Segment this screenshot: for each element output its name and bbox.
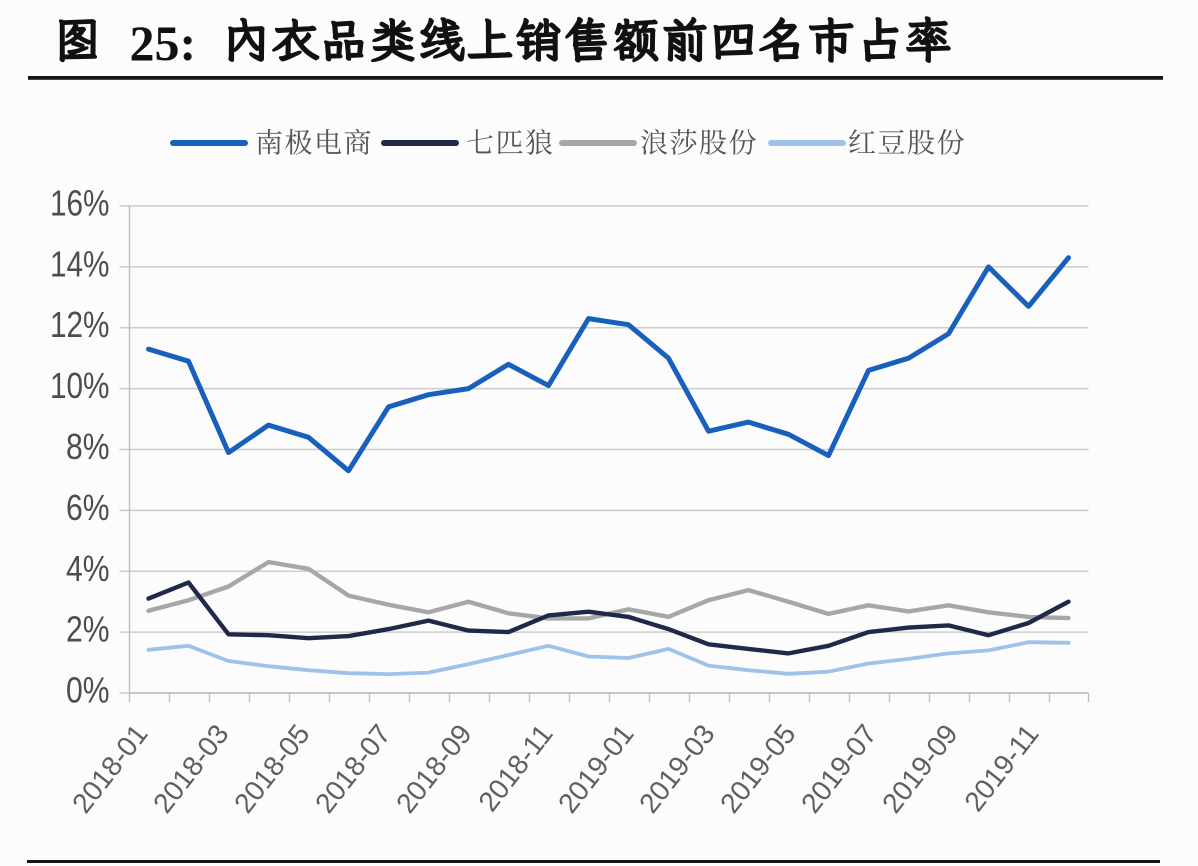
svg-text:2018-07: 2018-07 (309, 719, 397, 819)
svg-text:14%: 14% (50, 243, 110, 284)
svg-text:4%: 4% (66, 548, 110, 589)
svg-text:6%: 6% (66, 487, 110, 528)
svg-text:2018-11: 2018-11 (472, 719, 558, 817)
svg-text:2019-03: 2019-03 (633, 719, 721, 819)
svg-text:25:: 25: (130, 15, 197, 71)
svg-text:2019-07: 2019-07 (795, 719, 883, 819)
svg-text:0%: 0% (66, 670, 110, 711)
svg-text:8%: 8% (66, 426, 110, 467)
svg-text:2018-03: 2018-03 (147, 719, 235, 819)
svg-text:2019-09: 2019-09 (876, 719, 964, 819)
svg-text:16%: 16% (50, 183, 110, 224)
svg-text:10%: 10% (50, 365, 110, 406)
svg-text:2%: 2% (66, 609, 110, 650)
svg-text:2019-05: 2019-05 (714, 719, 802, 819)
svg-text:2018-05: 2018-05 (228, 719, 316, 819)
svg-text:2019-01: 2019-01 (552, 719, 640, 819)
svg-text:2018-01: 2018-01 (66, 719, 154, 819)
svg-text:12%: 12% (50, 304, 110, 345)
svg-text:2019-11: 2019-11 (958, 719, 1044, 817)
svg-text:2018-09: 2018-09 (390, 719, 478, 819)
